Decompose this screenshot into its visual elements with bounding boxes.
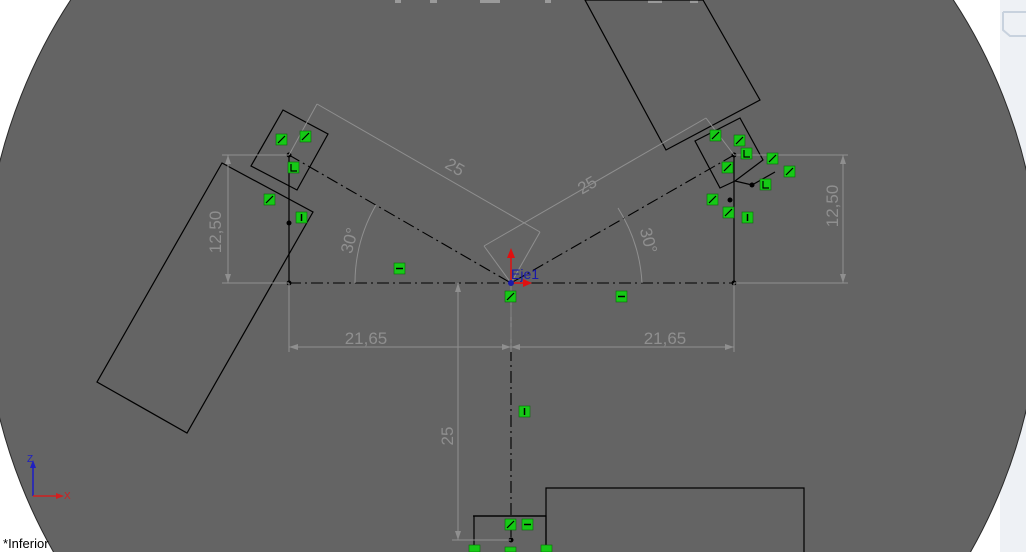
view-label-marker: * [3,536,9,551]
perpendicular-relation-icon[interactable] [287,161,300,174]
left-height-dimension[interactable]: 12,50 [206,211,225,254]
horizontal-relation-icon[interactable] [521,518,534,531]
vertical-relation-icon[interactable] [518,405,531,418]
corner-arrow-icon[interactable] [1002,11,1026,37]
arrow-head [289,344,298,350]
arrow-head [455,283,461,292]
coincident-relation-icon[interactable] [706,193,719,206]
arrow-head [725,344,734,350]
coincident-relation-icon[interactable] [783,165,796,178]
origin-point [508,280,514,286]
arrow-head [225,155,231,164]
arrow-head [502,344,511,350]
arrow-head [511,344,520,350]
coincident-relation-icon[interactable] [722,206,735,219]
triad-arrow-icon [56,493,64,499]
perpendicular-relation-icon[interactable] [740,147,753,160]
right-angle-arc[interactable] [617,207,643,284]
sketch-relations [263,129,796,552]
horizontal-relation-icon[interactable] [615,290,628,303]
triad-arrow-icon [30,460,36,468]
sketch-point[interactable] [749,182,755,188]
right-angled-centerline[interactable] [510,154,735,284]
right-small-rect[interactable] [694,117,764,189]
right-length-ext-line[interactable] [483,245,512,284]
horizontal-relation-icon[interactable] [504,546,517,552]
arrow-head [455,531,461,540]
heads-up-toolbar [395,0,698,3]
coincident-relation-icon[interactable] [299,130,312,143]
coincident-relation-icon[interactable] [275,133,288,146]
left-horizontal-dimension[interactable]: 21,65 [345,329,388,348]
dimension-lines [222,103,848,541]
toolbar-icon[interactable] [480,0,500,3]
perpendicular-relation-icon[interactable] [759,178,772,191]
left-slot-outline[interactable] [96,162,314,434]
sketch-origin[interactable]: Eje1 [507,248,539,287]
view-orientation-label: *Inferior [3,536,49,551]
right-height-dimension[interactable]: 12,50 [823,185,842,228]
coincident-relation-icon[interactable] [766,152,779,165]
left-length-dim-line[interactable] [316,103,541,233]
origin-arrow-icon [507,248,515,258]
origin-arrow-icon [523,279,532,287]
toolbar-icon[interactable] [430,0,437,3]
sketch-point[interactable] [286,220,292,226]
toolbar-icon[interactable] [545,0,551,3]
coincident-relation-icon[interactable] [733,134,746,147]
left-length-ext-line[interactable] [288,103,318,156]
toolbar-icon[interactable] [690,0,698,3]
bottom-slot-outline[interactable] [545,487,805,552]
triad-z-label: Z [27,454,33,465]
toolbar-icon[interactable] [395,0,401,3]
left-angle-arc[interactable] [354,204,377,284]
origin-axis-label[interactable]: Eje1 [511,266,539,282]
coincident-relation-icon[interactable] [468,544,481,552]
vertical-relation-icon[interactable] [295,211,308,224]
triad-x-label: X [64,491,71,502]
left-length-ext-line[interactable] [510,231,541,284]
horizontal-relation-icon[interactable] [393,262,406,275]
right-slot-outline[interactable] [584,0,761,151]
left-small-rect[interactable] [250,109,329,191]
arrow-head [840,155,846,164]
coincident-relation-icon[interactable] [540,544,553,552]
right-horizontal-dimension[interactable]: 21,65 [644,329,687,348]
dimension-arrows [225,155,846,540]
bottom-length-dimension[interactable]: 25 [438,427,457,446]
arrow-head [225,274,231,283]
sketch-geometry [96,0,805,552]
sketch-point[interactable] [727,197,733,203]
coincident-relation-icon[interactable] [504,518,517,531]
toolbar-icon[interactable] [648,0,662,3]
coincident-relation-icon[interactable] [709,129,722,142]
reference-triad[interactable]: Z X [27,454,71,502]
coincident-relation-icon[interactable] [504,290,517,303]
arrow-head [840,274,846,283]
view-label-text: Inferior [8,536,49,551]
coincident-relation-icon[interactable] [263,193,276,206]
vertical-relation-icon[interactable] [741,211,754,224]
coincident-relation-icon[interactable] [721,161,734,174]
right-length-dim-line[interactable] [483,117,707,247]
